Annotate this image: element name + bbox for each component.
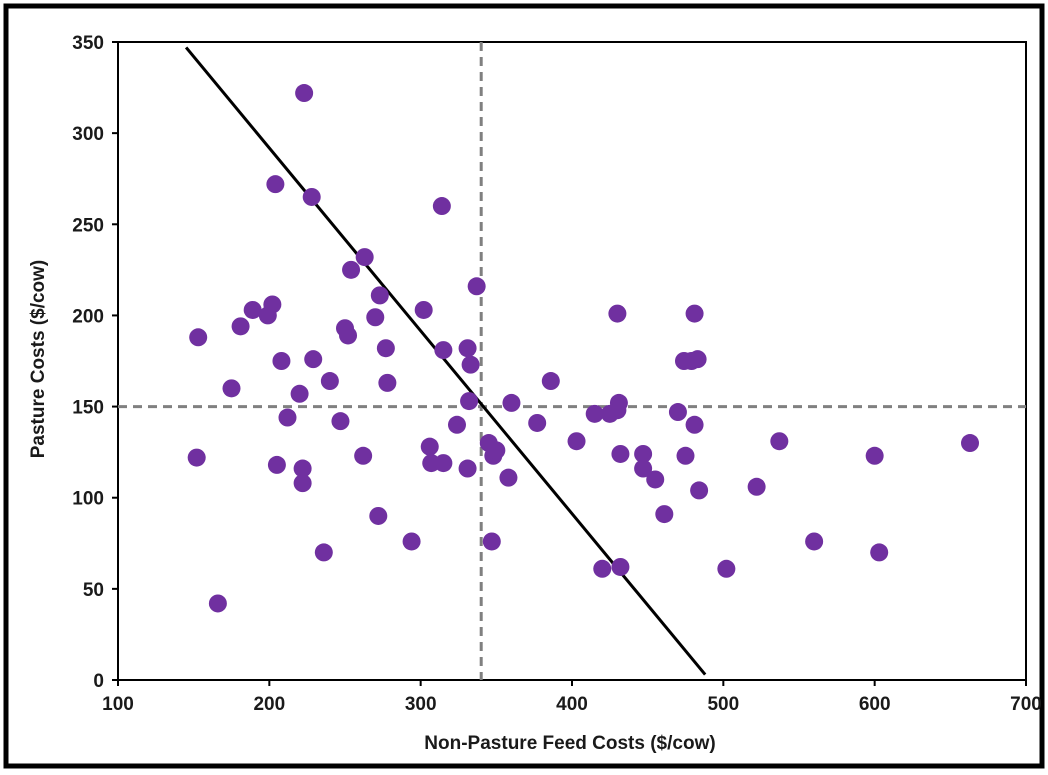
- data-point: [222, 379, 241, 398]
- data-point: [402, 532, 421, 551]
- data-point: [314, 543, 333, 562]
- y-tick-label: 300: [72, 124, 104, 145]
- data-point: [690, 481, 709, 500]
- x-tick-label: 300: [405, 694, 437, 715]
- data-point: [655, 505, 674, 524]
- y-axis-ticks: 0 50 100 150 200 250 300 350: [72, 33, 118, 692]
- data-point: [961, 434, 980, 453]
- data-point: [668, 403, 687, 422]
- data-point: [278, 408, 297, 427]
- data-point: [487, 441, 506, 460]
- data-point: [420, 437, 439, 456]
- data-point: [717, 559, 736, 578]
- data-point: [342, 260, 361, 279]
- data-point: [528, 413, 547, 432]
- y-tick-label: 50: [83, 580, 104, 601]
- data-point: [499, 468, 518, 487]
- data-point: [541, 372, 560, 391]
- data-point: [593, 559, 612, 578]
- data-point: [608, 304, 627, 323]
- data-point: [461, 355, 480, 374]
- data-point: [634, 444, 653, 463]
- data-point: [187, 448, 206, 467]
- data-point: [302, 187, 321, 206]
- x-tick-label: 400: [556, 694, 588, 715]
- data-point: [432, 197, 451, 216]
- data-point: [243, 300, 262, 319]
- data-point: [609, 393, 628, 412]
- data-point: [458, 339, 477, 358]
- data-point: [611, 557, 630, 576]
- data-point: [272, 352, 291, 370]
- data-point: [355, 248, 374, 267]
- y-axis-title: Pasture Costs ($/cow): [28, 260, 49, 459]
- y-tick-label: 250: [72, 215, 104, 236]
- y-tick-label: 350: [72, 33, 104, 54]
- data-point: [295, 84, 314, 103]
- data-point: [611, 444, 630, 463]
- data-point: [266, 175, 285, 194]
- data-point: [304, 350, 323, 369]
- data-point: [370, 286, 389, 305]
- data-point: [376, 339, 395, 358]
- y-tick-label: 0: [93, 671, 104, 692]
- data-point: [290, 384, 309, 403]
- data-points: [187, 84, 980, 613]
- data-point: [366, 308, 385, 327]
- data-point: [369, 506, 388, 525]
- data-point: [414, 300, 433, 319]
- data-point: [434, 454, 453, 473]
- data-point: [805, 532, 824, 551]
- data-point: [567, 432, 586, 451]
- y-tick-label: 100: [72, 489, 104, 510]
- data-point: [770, 432, 789, 451]
- data-point: [747, 477, 766, 496]
- data-point: [293, 459, 312, 478]
- data-point: [634, 459, 653, 478]
- data-point: [447, 415, 466, 434]
- x-tick-label: 500: [707, 694, 739, 715]
- data-point: [685, 415, 704, 434]
- data-point: [688, 350, 707, 369]
- data-point: [585, 404, 604, 423]
- data-point: [646, 470, 665, 489]
- data-point: [865, 446, 884, 465]
- chart-frame: [3, 3, 1045, 769]
- y-tick-label: 150: [72, 398, 104, 419]
- data-point: [189, 328, 208, 347]
- reference-lines: [118, 42, 1026, 680]
- data-point: [263, 295, 282, 314]
- data-point: [208, 594, 227, 613]
- data-point: [267, 455, 286, 474]
- x-tick-label: 100: [102, 694, 134, 715]
- data-point: [331, 412, 350, 431]
- data-point: [467, 277, 486, 296]
- data-point: [378, 373, 397, 392]
- data-point: [676, 446, 695, 465]
- data-point: [339, 326, 358, 345]
- x-tick-label: 600: [859, 694, 891, 715]
- y-tick-label: 200: [72, 306, 104, 327]
- x-tick-label: 700: [1010, 694, 1042, 715]
- data-point: [685, 304, 704, 323]
- data-point: [293, 474, 312, 493]
- x-axis-title: Non-Pasture Feed Costs ($/cow): [424, 733, 715, 754]
- data-point: [460, 392, 479, 411]
- data-point: [458, 459, 477, 478]
- data-point: [502, 393, 521, 412]
- data-point: [870, 543, 889, 562]
- data-point: [231, 317, 250, 336]
- data-point: [354, 446, 373, 465]
- data-point: [320, 372, 339, 391]
- data-point: [434, 341, 453, 360]
- x-tick-label: 200: [253, 694, 285, 715]
- data-point: [482, 532, 501, 551]
